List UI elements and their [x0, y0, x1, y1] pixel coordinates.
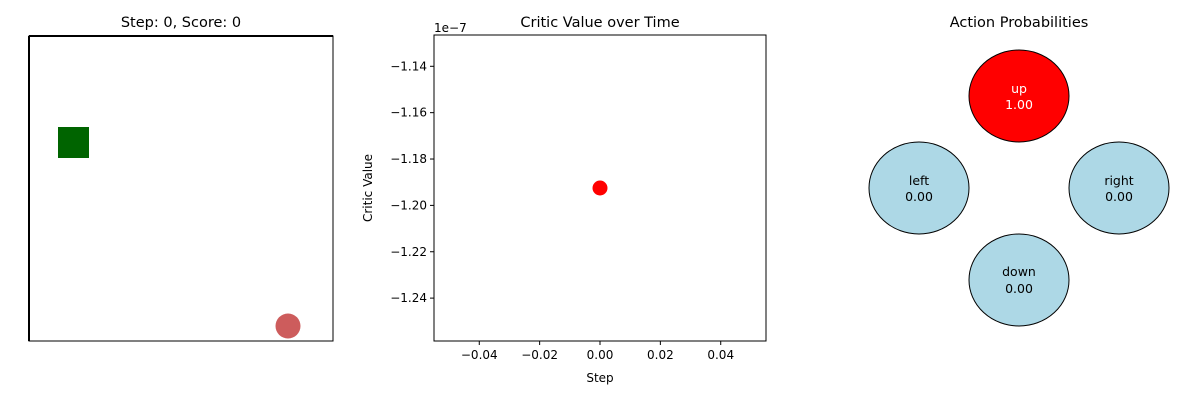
action-right-value: 0.00 — [1105, 189, 1133, 204]
y-axis-label: Critic Value — [361, 154, 375, 222]
x-axis-label: Step — [586, 371, 613, 385]
action-up-value: 1.00 — [1005, 97, 1033, 112]
actions-panel: Action Probabilities up 1.00 left 0.00 r… — [868, 15, 1170, 327]
x-tick-label: −0.02 — [521, 348, 558, 362]
action-node-left: left 0.00 — [868, 141, 970, 235]
agent-square — [58, 127, 89, 158]
actions-title: Action Probabilities — [950, 15, 1089, 31]
y-tick-label: −1.18 — [390, 152, 427, 166]
action-node-right: right 0.00 — [1068, 141, 1170, 235]
x-axis-ticks: −0.04 −0.02 0.00 0.02 0.04 — [461, 341, 734, 362]
x-tick-label: 0.04 — [707, 348, 734, 362]
action-left-value: 0.00 — [905, 189, 933, 204]
action-left-label: left — [909, 173, 929, 188]
chart-title: Critic Value over Time — [520, 15, 679, 31]
action-down-value: 0.00 — [1005, 281, 1033, 296]
y-tick-label: −1.20 — [390, 198, 427, 212]
data-points — [592, 180, 608, 196]
action-node-up: up 1.00 — [968, 49, 1070, 143]
goal-circle — [275, 313, 301, 339]
y-tick-label: −1.16 — [390, 106, 427, 120]
x-tick-label: −0.04 — [461, 348, 498, 362]
y-tick-label: −1.14 — [390, 59, 427, 73]
action-left-ellipse — [868, 141, 970, 235]
action-node-down: down 0.00 — [968, 233, 1070, 327]
critic-chart: Critic Value over Time 1e−7 −0.04 −0.02 0.… — [361, 15, 767, 385]
data-point — [592, 180, 608, 196]
y-offset-label: 1e−7 — [434, 21, 467, 35]
y-axis-ticks: −1.14 −1.16 −1.18 −1.20 −1.22 −1.24 — [390, 59, 434, 305]
grid-frame — [28, 35, 334, 342]
x-tick-label: 0.02 — [647, 348, 674, 362]
grid-title: Step: 0, Score: 0 — [121, 15, 241, 31]
action-down-label: down — [1002, 264, 1036, 279]
action-down-ellipse — [968, 233, 1070, 327]
y-tick-label: −1.22 — [390, 245, 427, 259]
y-tick-label: −1.24 — [390, 291, 427, 305]
action-up-ellipse — [968, 49, 1070, 143]
action-right-ellipse — [1068, 141, 1170, 235]
action-right-label: right — [1104, 173, 1133, 188]
grid-panel: Step: 0, Score: 0 — [28, 15, 334, 342]
action-up-label: up — [1011, 81, 1027, 96]
x-tick-label: 0.00 — [587, 348, 614, 362]
